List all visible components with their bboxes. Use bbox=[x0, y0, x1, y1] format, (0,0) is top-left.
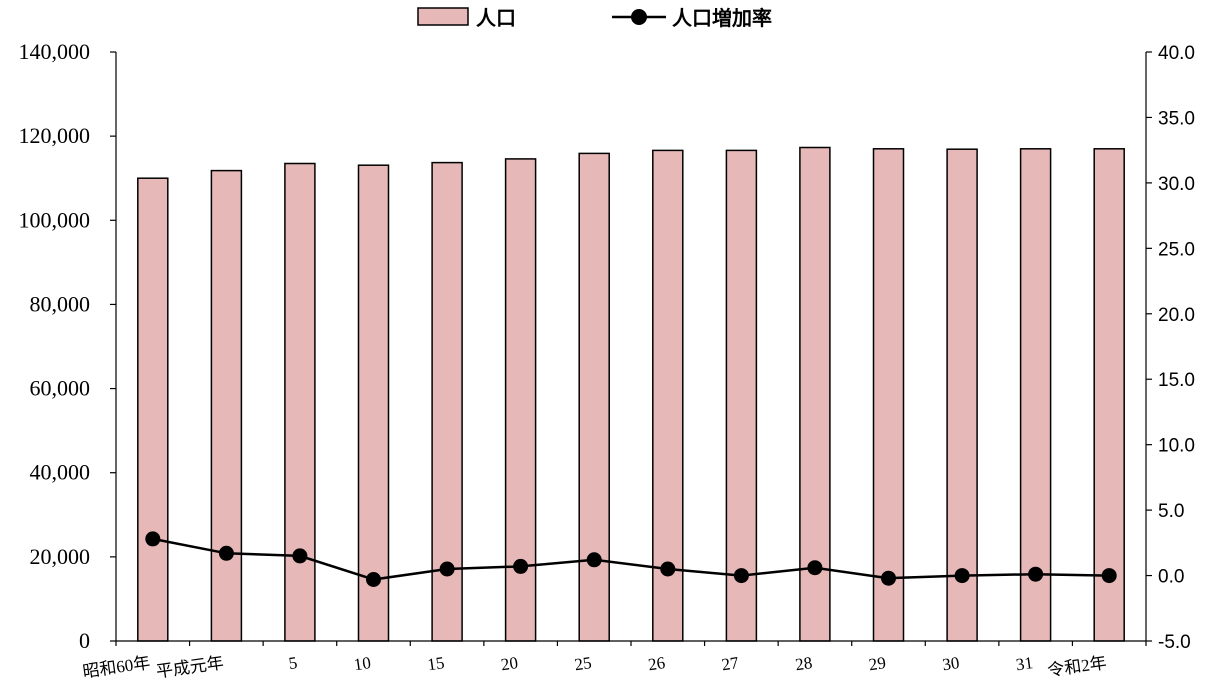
axes: 0 20,000 40,000 60,000 80,000 100,000 120,000 1… bbox=[19, 39, 1195, 681]
y-left-tick-label-6: 120,000 bbox=[19, 123, 91, 148]
growth-rate-point-9 bbox=[807, 560, 823, 576]
growth-rate-point-6 bbox=[586, 552, 602, 568]
x-tick-label-12: 31 bbox=[1015, 653, 1034, 674]
y-left-tick-label-3: 60,000 bbox=[30, 376, 91, 401]
growth-rate-point-13 bbox=[1101, 568, 1117, 584]
x-tick-label-11: 30 bbox=[941, 653, 960, 674]
growth-rate-point-2 bbox=[292, 548, 308, 564]
bar-group bbox=[137, 146, 1125, 642]
growth-rate-point-11 bbox=[954, 568, 970, 584]
bar-10 bbox=[872, 148, 905, 642]
y-right-tick-label-3: 10.0 bbox=[1158, 436, 1195, 457]
growth-rate-point-8 bbox=[733, 568, 749, 584]
legend-swatch-marker-growth-rate bbox=[631, 9, 647, 25]
x-tick-label-7: 26 bbox=[647, 653, 666, 674]
x-tick-label-9: 28 bbox=[794, 653, 813, 674]
x-tick-label-0: 昭和60年 bbox=[81, 653, 151, 681]
bar-6 bbox=[578, 152, 610, 642]
legend: 人口 人口増加率 bbox=[417, 6, 772, 30]
x-tick-label-5: 20 bbox=[500, 653, 519, 674]
bar-11 bbox=[946, 148, 978, 642]
x-tick-label-1: 平成元年 bbox=[155, 653, 225, 681]
x-tick-label-4: 15 bbox=[426, 653, 445, 674]
y-right-tick-label-6: 25.0 bbox=[1158, 239, 1195, 260]
legend-label-population: 人口 bbox=[476, 6, 516, 30]
growth-rate-point-5 bbox=[513, 558, 529, 574]
growth-rate-point-10 bbox=[881, 570, 896, 586]
y-left-tick-label-7: 140,000 bbox=[19, 39, 91, 64]
x-tick-label-2: 5 bbox=[287, 653, 298, 673]
y-left-tick-label-4: 80,000 bbox=[30, 291, 91, 316]
x-tick-label-13: 令和2年 bbox=[1046, 653, 1108, 680]
x-tick-label-8: 27 bbox=[720, 653, 740, 674]
y-right-tick-label-1: 0.0 bbox=[1158, 567, 1184, 588]
growth-rate-point-0 bbox=[145, 531, 161, 547]
y-left-tick-label-1: 20,000 bbox=[30, 544, 91, 569]
growth-rate-line bbox=[152, 537, 1110, 581]
bar-3 bbox=[357, 164, 390, 642]
y-right-tick-label-5: 20.0 bbox=[1158, 305, 1195, 326]
y-right-tick-label-0: -5.0 bbox=[1158, 632, 1191, 653]
growth-rate-point-4 bbox=[439, 561, 455, 577]
x-tick-label-6: 25 bbox=[573, 653, 592, 674]
growth-rate-point-3 bbox=[366, 572, 381, 587]
y-left-tick-label-0: 0 bbox=[79, 628, 90, 653]
bar-0 bbox=[137, 177, 169, 642]
x-tick-label-3: 10 bbox=[353, 653, 372, 674]
y-left-tick-label-2: 40,000 bbox=[30, 460, 91, 485]
bar-2 bbox=[284, 162, 316, 642]
growth-rate-point-7 bbox=[660, 561, 676, 577]
y-right-tick-label-8: 35.0 bbox=[1158, 108, 1195, 129]
bar-12 bbox=[1019, 148, 1052, 642]
legend-swatch-population bbox=[417, 7, 469, 26]
bar-8 bbox=[725, 149, 758, 642]
y-right-tick-label-7: 30.0 bbox=[1158, 174, 1195, 195]
y-left-tick-label-5: 100,000 bbox=[19, 207, 91, 232]
y-right-tick-label-4: 15.0 bbox=[1158, 370, 1195, 391]
x-tick-label-10: 29 bbox=[868, 653, 887, 674]
y-right-tick-label-2: 5.0 bbox=[1158, 501, 1184, 522]
y-right-tick-label-9: 40.0 bbox=[1158, 43, 1195, 64]
legend-label-growth-rate: 人口増加率 bbox=[672, 6, 772, 30]
growth-rate-point-12 bbox=[1028, 566, 1044, 582]
bar-1 bbox=[210, 169, 243, 642]
bar-13 bbox=[1093, 148, 1125, 642]
growth-rate-point-1 bbox=[218, 545, 234, 561]
line-group bbox=[145, 531, 1117, 587]
